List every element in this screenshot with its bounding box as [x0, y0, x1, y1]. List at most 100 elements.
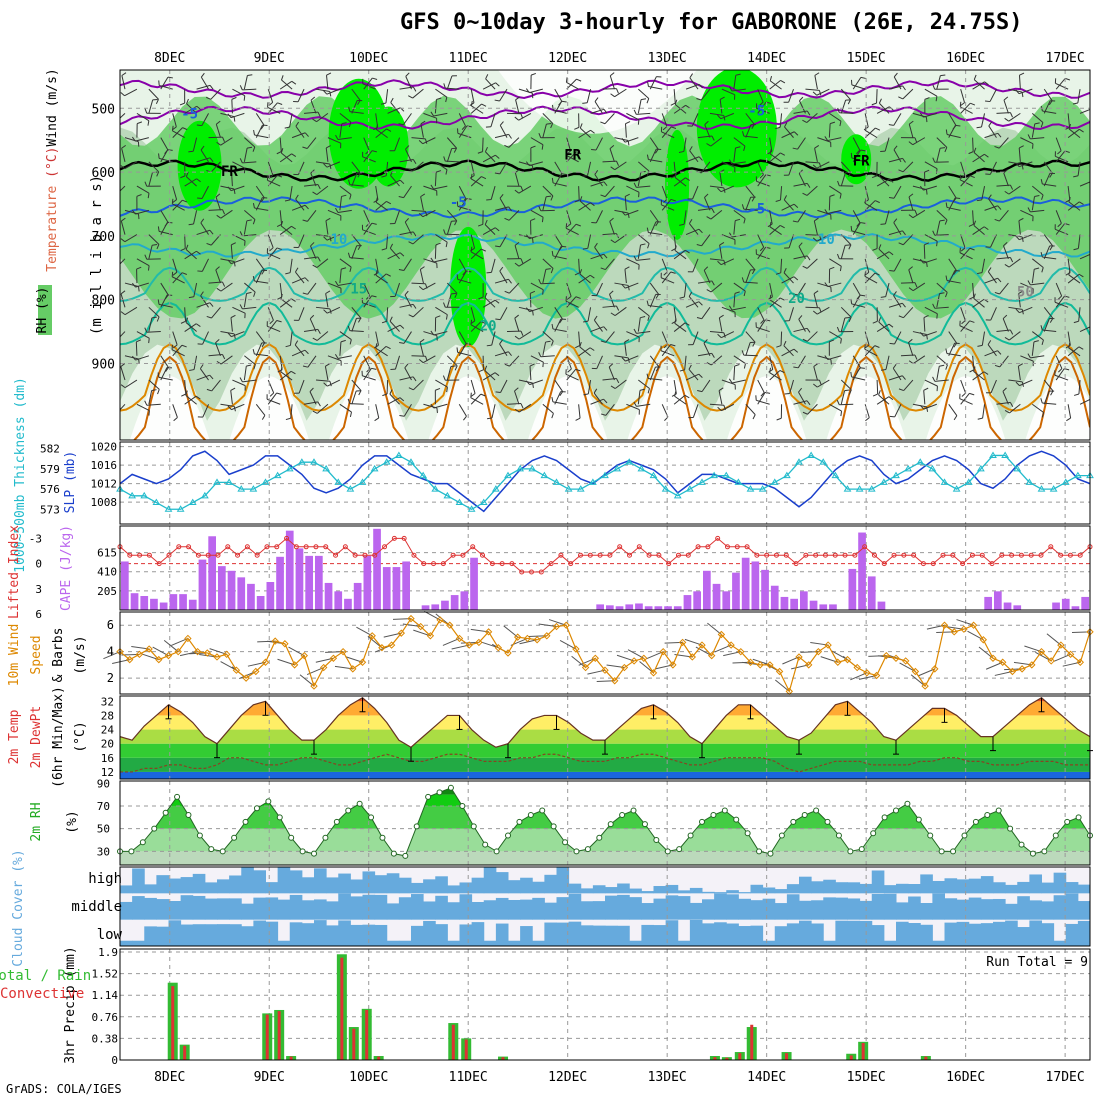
wind-barb: [903, 306, 914, 318]
cloud-cover-cell: [605, 925, 618, 946]
wind-barb-feather: [703, 266, 709, 271]
surface-wind-barb: [707, 622, 722, 635]
wind-barb: [279, 225, 292, 235]
wind-barb-feather: [389, 243, 394, 249]
thickness-point: [249, 485, 258, 492]
wind-barb-feather: [818, 379, 822, 386]
rh-point: [516, 818, 523, 825]
cape-bar: [809, 600, 818, 610]
wind-barb-feather: [830, 359, 832, 365]
wind-barb-feather: [582, 175, 588, 177]
wind-barb-feather: [678, 150, 684, 153]
wind-barb-feather: [252, 276, 255, 282]
wind-barb-feather: [227, 405, 232, 410]
pressure-gridlines: [120, 107, 1090, 364]
wind-barb-feather: [874, 200, 880, 204]
rh-point: [870, 830, 877, 837]
wind-barb: [638, 161, 650, 172]
thickness-point: [795, 458, 803, 465]
precip-axis-label: 3hr Precip (mm): [63, 946, 78, 1063]
wind-barb: [813, 220, 818, 235]
wind-barb-feather: [968, 223, 974, 227]
wind-barb: [649, 137, 659, 150]
contour-label: -5: [748, 202, 765, 218]
wind-barb-feather: [1021, 236, 1024, 242]
wind-barb: [1002, 391, 1009, 405]
wind-barb: [781, 131, 795, 139]
wind-barb-feather: [323, 236, 328, 241]
rh-point: [619, 812, 626, 819]
wind-barb-feather: [310, 169, 315, 174]
wind-barb: [788, 234, 795, 249]
cape-bar: [363, 555, 372, 610]
wind-barb: [494, 351, 509, 357]
wind-barb: [530, 209, 544, 218]
wind-barb: [878, 248, 890, 260]
wind-barb-feather: [480, 321, 486, 325]
wind-barb: [999, 210, 1009, 222]
wind-barb: [703, 342, 711, 357]
wind-speed-point: [834, 658, 842, 666]
wind-barb-feather: [550, 195, 554, 201]
wind-barb: [852, 282, 861, 296]
cloud-cover-cell: [447, 885, 460, 894]
wind-barb-feather: [908, 338, 913, 343]
wind-barb: [509, 355, 520, 367]
wind-barb-feather: [802, 265, 808, 269]
rh-point: [835, 832, 842, 839]
wind-barb: [828, 123, 831, 138]
wind-barb: [291, 277, 306, 284]
thickness-point: [528, 464, 537, 472]
rh-point: [413, 823, 420, 830]
wind-barb-feather: [806, 328, 811, 333]
wind-barb-feather: [793, 366, 799, 369]
rh-point: [767, 850, 774, 857]
wind-barb-feather: [624, 339, 630, 343]
precip-convective-bar: [171, 986, 175, 1060]
wind-barb: [136, 185, 150, 194]
wind-barb-feather: [231, 242, 236, 246]
wind-barb-feather: [1079, 128, 1084, 133]
wind-barb: [1018, 75, 1021, 90]
wind-barb: [386, 380, 389, 395]
wind-barb: [988, 198, 997, 211]
wind-barb: [136, 331, 150, 339]
wind-barb: [636, 331, 651, 334]
wind-barb-feather: [408, 387, 414, 391]
wind-barb-feather: [798, 315, 803, 320]
cloud-cover-cell: [641, 924, 654, 946]
wind-barb: [124, 306, 138, 316]
wind-barb-feather: [172, 271, 178, 276]
wind-barb-feather: [120, 311, 126, 316]
wind-speed-point: [630, 657, 638, 665]
wind-barb: [309, 318, 317, 332]
wind-barb-feather: [743, 218, 746, 224]
wind-barb-feather: [706, 289, 712, 293]
wind-barb-feather: [685, 177, 690, 181]
thickness-point: [285, 464, 294, 472]
wind-barb: [924, 88, 938, 97]
wind-barb: [1055, 137, 1062, 151]
wind-barb-feather: [994, 218, 1000, 222]
cloud-cover-cell: [823, 897, 836, 920]
wind-barb: [457, 351, 472, 357]
wind-barb: [363, 137, 370, 151]
wind-barb-feather: [514, 387, 519, 392]
wind-barb: [160, 76, 169, 90]
wind-barb: [542, 331, 554, 342]
wind-barb: [829, 185, 842, 195]
wind-barb: [661, 271, 672, 284]
wind-barb-feather: [260, 197, 265, 203]
wind-barb: [972, 371, 985, 381]
wind-barb: [148, 317, 153, 332]
wind-barb: [605, 331, 615, 343]
wind-speed-point: [155, 655, 163, 664]
wind-barb-feather: [662, 126, 668, 131]
wind-barb-feather: [688, 218, 693, 224]
wind-barb-feather: [375, 343, 378, 349]
wind-barb: [298, 234, 305, 248]
wind-barb-feather: [520, 403, 524, 409]
wind-barb: [721, 88, 735, 96]
wind-barb: [185, 394, 197, 405]
wind-barb-feather: [357, 245, 362, 251]
